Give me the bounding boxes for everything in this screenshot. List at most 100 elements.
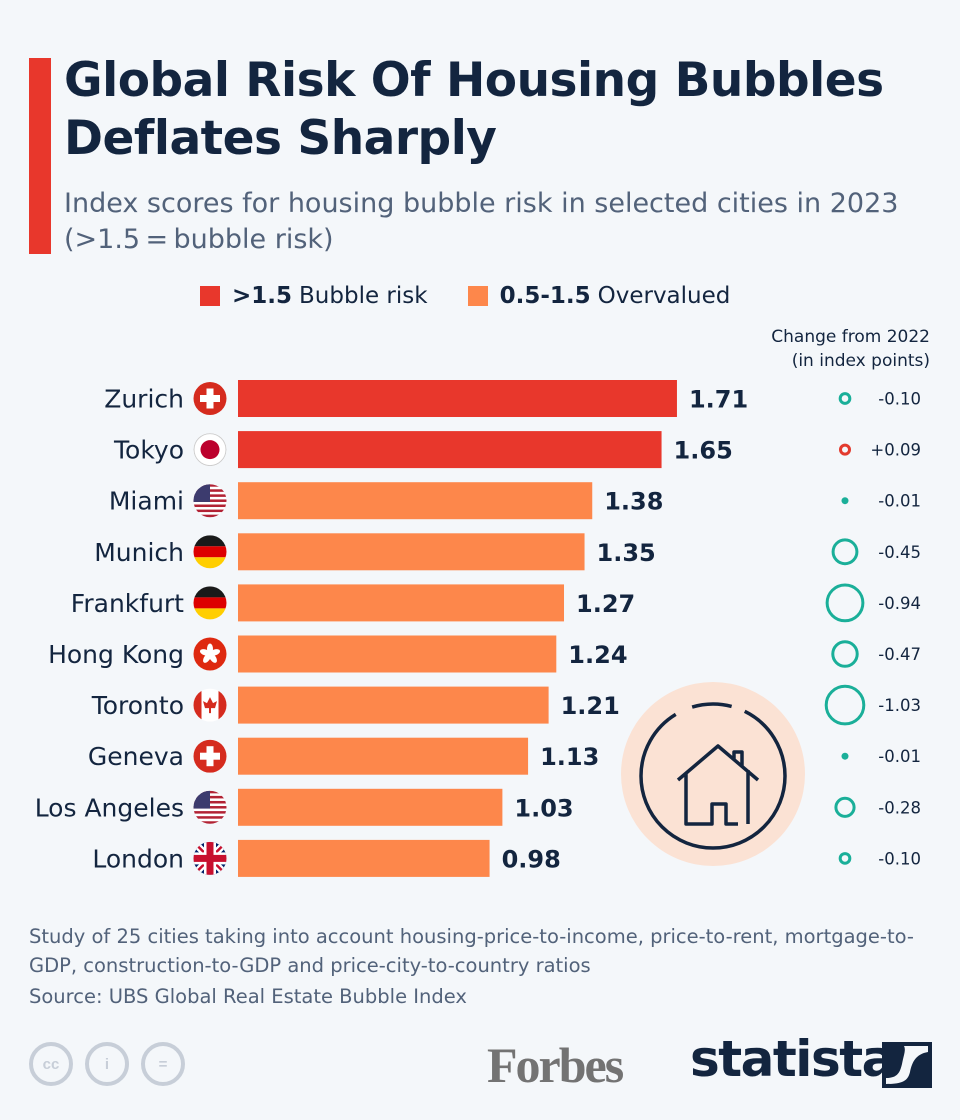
flag-right <box>218 688 227 722</box>
flag-stripe <box>193 811 227 814</box>
change-value-label: -0.01 <box>878 747 921 766</box>
city-label: Zurich <box>104 385 184 414</box>
uk-flag-icon <box>193 841 227 875</box>
bar-value-label: 1.65 <box>674 437 733 465</box>
flag-stripe <box>193 514 227 518</box>
table-row: Frankfurt 1.27 -0.94 <box>71 583 921 623</box>
flag-canton <box>193 484 210 502</box>
change-bubble <box>824 684 866 726</box>
city-label: Los Angeles <box>35 793 184 822</box>
flag-body <box>193 841 227 875</box>
bar <box>238 788 503 826</box>
city-label: Miami <box>109 487 184 516</box>
table-row: Munich 1.35 -0.45 <box>94 533 921 571</box>
house-bg-circle <box>621 682 805 866</box>
statista-logo-mark <box>882 1042 932 1088</box>
flag-cross-h <box>200 752 220 760</box>
table-row: Zurich 1.71 -0.10 <box>104 380 921 417</box>
flag-black <box>193 586 227 598</box>
bar <box>238 482 593 520</box>
legend-item-overvalued: 0.5-1.5 Overvalued <box>467 283 730 309</box>
bar-value-label: 1.35 <box>597 539 656 567</box>
flag-body <box>193 637 227 671</box>
change-header-line1: Change from 2022 <box>771 327 930 347</box>
legend-label: Bubble risk <box>299 283 428 309</box>
house-bubble-illustration <box>621 682 805 866</box>
city-label: London <box>92 844 184 873</box>
bar-value-label: 1.38 <box>604 488 663 516</box>
legend-item-bubble-risk: >1.5 Bubble risk <box>200 283 428 309</box>
flag-body <box>193 586 227 620</box>
bar-value-label: 1.27 <box>576 590 635 618</box>
change-bubble <box>825 583 865 623</box>
flag-sun <box>200 440 220 460</box>
flag-left <box>193 688 202 722</box>
japan-flag-icon <box>193 433 227 467</box>
bar <box>238 686 549 724</box>
bar <box>238 380 677 417</box>
flag-canton <box>193 790 210 809</box>
attribution-icon[interactable]: i <box>85 1042 129 1086</box>
change-bubble <box>841 497 849 505</box>
flag-body <box>193 433 227 467</box>
bar-value-label: 1.03 <box>514 794 573 822</box>
table-row: Tokyo 1.65 +0.09 <box>113 431 921 469</box>
change-value-label: -0.10 <box>878 849 921 868</box>
hong-kong-flag-icon <box>193 637 227 671</box>
flag-stripe <box>193 818 227 822</box>
germany-flag-icon <box>193 535 227 569</box>
city-label: Tokyo <box>113 436 184 465</box>
change-bubble <box>838 852 852 865</box>
flag-body <box>193 790 227 824</box>
change-value-label: -0.28 <box>878 798 921 817</box>
legend-range: >1.5 <box>232 283 293 309</box>
flag-stripe <box>193 501 227 505</box>
flag-red <box>193 597 227 609</box>
flag-stripe <box>193 512 227 515</box>
switzerland-flag-icon <box>193 382 227 415</box>
chart-title: Global Risk Of Housing Bubbles Deflates … <box>64 53 884 166</box>
bar <box>238 635 557 673</box>
legend-range: 0.5-1.5 <box>499 283 591 309</box>
flag-stripe <box>193 507 227 510</box>
legend: >1.5 Bubble risk 0.5-1.5 Overvalued <box>200 283 770 309</box>
forbes-logo: Forbes <box>487 1037 624 1093</box>
change-bubble <box>839 443 851 456</box>
table-row: London 0.98 -0.10 <box>92 839 921 877</box>
change-value-label: +0.09 <box>870 441 921 460</box>
legend-swatch-overvalued <box>467 286 488 306</box>
flag-stripe <box>193 504 227 508</box>
chart-subtitle: Index scores for housing bubble risk in … <box>64 188 899 255</box>
change-bubble <box>831 640 859 668</box>
change-value-label: -0.01 <box>878 492 921 511</box>
change-value-label: -0.10 <box>878 390 921 409</box>
license-icons: cc i = <box>29 1042 197 1086</box>
change-bubble <box>838 392 852 405</box>
title-accent-bar <box>29 58 51 254</box>
bar-value-label: 0.98 <box>502 845 561 873</box>
change-value-label: -0.45 <box>878 543 921 562</box>
bar <box>238 533 585 571</box>
bar-value-label: 1.13 <box>540 743 599 771</box>
change-value-label: -0.94 <box>878 594 921 613</box>
flag-gold <box>193 608 227 620</box>
flag-red <box>193 546 227 558</box>
legend-swatch-bubble <box>200 286 220 306</box>
flag-stripe <box>193 821 227 824</box>
bubble-icon <box>639 702 787 850</box>
flag-maple-leaf <box>203 697 217 714</box>
usa-flag-icon <box>193 790 227 824</box>
statista-logo[interactable]: statista <box>690 1030 895 1088</box>
no-derivatives-icon[interactable]: = <box>141 1042 185 1086</box>
flag-stripe <box>193 813 227 817</box>
cc-icon[interactable]: cc <box>29 1042 73 1086</box>
flag-petal <box>199 649 211 656</box>
bar-value-label: 1.21 <box>561 692 620 720</box>
flag-cross-h <box>200 395 220 402</box>
methodology-note: Study of 25 cities taking into account h… <box>29 925 914 977</box>
bar-value-label: 1.71 <box>689 386 748 414</box>
table-row: Miami 1.38 -0.01 <box>109 482 921 520</box>
flag-body <box>193 688 227 722</box>
flag-body <box>193 382 227 415</box>
